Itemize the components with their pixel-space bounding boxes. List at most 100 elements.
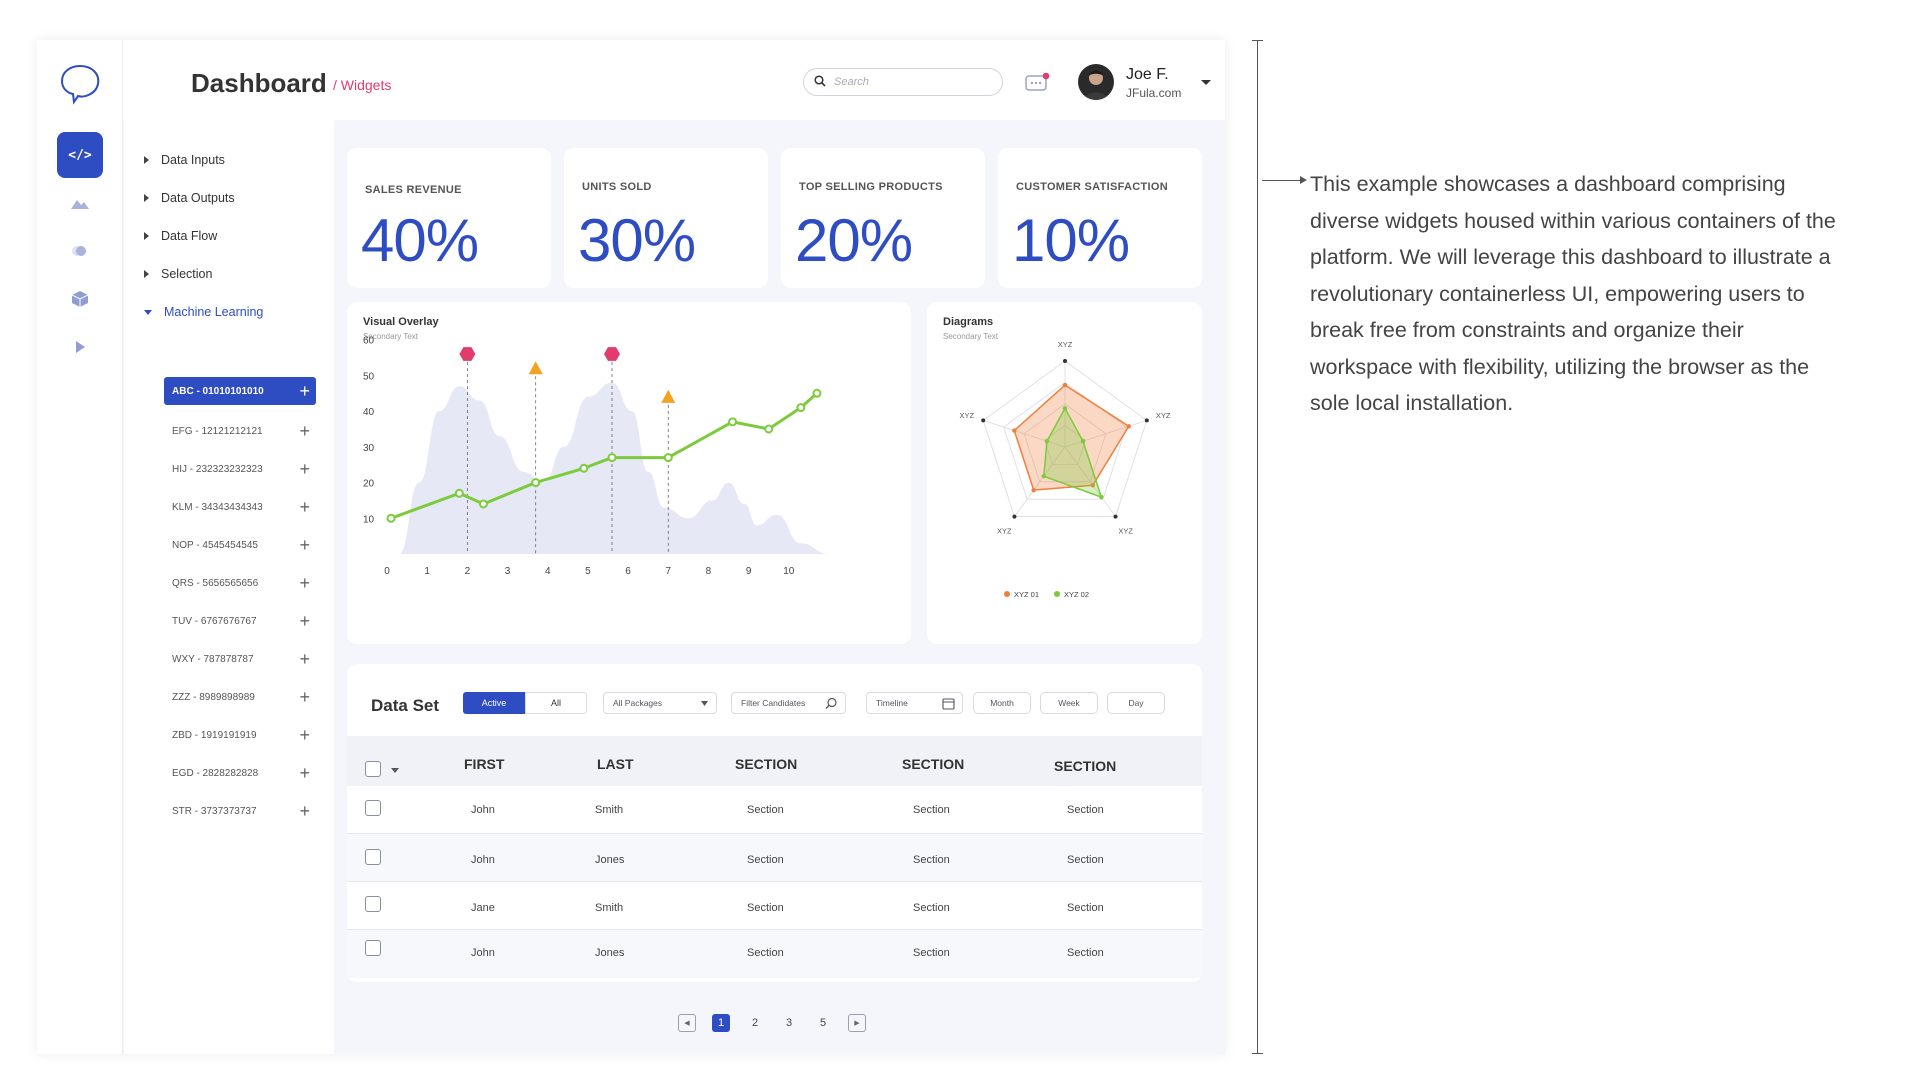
tree-item-selection[interactable]: Selection (144, 264, 212, 284)
caret-right-icon (144, 194, 149, 202)
tree-item-machine-learning[interactable]: Machine Learning (144, 302, 263, 322)
cell-section: Section (747, 804, 784, 816)
column-header-last[interactable]: LAST (597, 756, 634, 772)
card-title: Diagrams (943, 316, 994, 328)
sub-item-abc[interactable]: ABC - 01010101010 + (164, 377, 316, 405)
plus-icon[interactable]: + (299, 763, 310, 783)
sub-item-label: QRS - 5656565656 (172, 577, 259, 589)
chevron-down-icon[interactable] (1201, 80, 1211, 85)
column-header-first[interactable]: FIRST (464, 756, 505, 772)
play-icon[interactable] (57, 324, 103, 370)
chat-notification-icon[interactable] (1025, 72, 1051, 94)
cell-first: John (471, 804, 495, 816)
row-checkbox[interactable] (365, 800, 381, 816)
column-header-section[interactable]: SECTION (1054, 758, 1117, 774)
cell-section: Section (747, 902, 784, 914)
toggle-icon[interactable] (57, 228, 103, 274)
sub-item[interactable]: KLM - 34343434343 + (164, 493, 316, 521)
table-row[interactable]: John Smith Section Section Section (347, 786, 1202, 834)
page-button-3[interactable]: 3 (785, 1017, 793, 1029)
icon-rail: </> (37, 40, 123, 1054)
sub-item[interactable]: TUV - 6767676767 + (164, 607, 316, 635)
tree-item-data-flow[interactable]: Data Flow (144, 226, 217, 246)
plus-icon[interactable]: + (299, 649, 310, 669)
plus-icon[interactable]: + (299, 497, 310, 517)
y-tick-label: 40 (363, 407, 375, 418)
kpi-value: 30% (578, 207, 696, 274)
cell-first: John (471, 854, 495, 866)
prev-page-button[interactable]: ◀ (678, 1014, 696, 1032)
table-header: FIRST LAST SECTION SECTION SECTION (347, 736, 1202, 786)
select-all-checkbox[interactable] (365, 761, 381, 777)
x-tick-label: 2 (465, 566, 471, 577)
table-row[interactable]: John Jones Section Section Section (347, 834, 1202, 882)
table-row[interactable]: Jane Smith Section Section Section (347, 882, 1202, 930)
data-point (531, 478, 541, 488)
filter-candidates-input[interactable]: Filter Candidates (731, 692, 846, 714)
calendar-icon (942, 698, 955, 710)
plus-icon[interactable]: + (299, 611, 310, 631)
month-button[interactable]: Month (973, 692, 1031, 714)
legend-swatch (1004, 591, 1010, 597)
column-header-section[interactable]: SECTION (735, 756, 798, 772)
tree-item-data-outputs[interactable]: Data Outputs (144, 188, 235, 208)
radar-axis-dot (1063, 359, 1067, 363)
plus-icon[interactable]: + (299, 725, 310, 745)
day-button[interactable]: Day (1107, 692, 1165, 714)
radar-data-point (1062, 382, 1068, 388)
sub-item[interactable]: HIJ - 232323232323 + (164, 455, 316, 483)
breadcrumb[interactable]: / Widgets (333, 77, 392, 93)
background-area (399, 382, 829, 554)
code-icon[interactable]: </> (57, 132, 103, 178)
plus-icon[interactable]: + (299, 801, 310, 821)
sub-item[interactable]: QRS - 5656565656 + (164, 569, 316, 597)
legend-swatch (1054, 591, 1060, 597)
sub-item[interactable]: STR - 3737373737 + (164, 797, 316, 825)
row-checkbox[interactable] (365, 849, 381, 865)
dataset-card: Data Set Active All All Packages Filter … (347, 664, 1202, 982)
tab-all[interactable]: All (525, 692, 587, 714)
plus-icon[interactable]: + (299, 421, 310, 441)
brain-logo-icon[interactable] (56, 60, 104, 108)
table-row[interactable]: John Jones Section Section Section (347, 930, 1202, 978)
cell-section: Section (913, 902, 950, 914)
data-point (764, 424, 774, 434)
page-button-5[interactable]: 5 (819, 1017, 827, 1029)
plus-icon[interactable]: + (299, 573, 310, 593)
radar-grid-ring (1023, 403, 1107, 483)
sub-item-label: KLM - 34343434343 (172, 501, 263, 513)
row-checkbox[interactable] (365, 940, 381, 956)
search-input[interactable]: Search (803, 68, 1003, 96)
plus-icon[interactable]: + (299, 687, 310, 707)
page-button-2[interactable]: 2 (751, 1017, 759, 1029)
avatar[interactable] (1078, 64, 1114, 100)
sub-item[interactable]: ZZZ - 8989898989 + (164, 683, 316, 711)
cube-icon[interactable] (57, 276, 103, 322)
page-button-1[interactable]: 1 (712, 1014, 730, 1032)
plus-icon[interactable]: + (299, 535, 310, 555)
row-checkbox[interactable] (365, 896, 381, 912)
plus-icon[interactable]: + (299, 459, 310, 479)
radar-series-area (1042, 406, 1103, 499)
cell-last: Jones (595, 947, 625, 959)
week-button[interactable]: Week (1040, 692, 1098, 714)
sub-item[interactable]: WXY - 787878787 + (164, 645, 316, 673)
plus-icon[interactable]: + (299, 381, 310, 401)
x-tick-label: 4 (545, 566, 551, 577)
sub-item[interactable]: NOP - 4545454545 + (164, 531, 316, 559)
chevron-down-icon[interactable] (391, 768, 399, 773)
sub-item[interactable]: EGD - 2828282828 + (164, 759, 316, 787)
tree-item-label: Machine Learning (164, 305, 264, 319)
sub-item[interactable]: EFG - 12121212121 + (164, 417, 316, 445)
next-page-button[interactable]: ▶ (848, 1014, 866, 1032)
column-header-section[interactable]: SECTION (902, 756, 965, 772)
mountain-icon[interactable] (57, 180, 103, 226)
sub-item[interactable]: ZBD - 1919191919 + (164, 721, 316, 749)
legend-label: XYZ 02 (1064, 590, 1089, 599)
tree-item-data-inputs[interactable]: Data Inputs (144, 150, 225, 170)
tab-active[interactable]: Active (463, 692, 525, 714)
timeline-picker[interactable]: Timeline (866, 692, 963, 714)
packages-dropdown[interactable]: All Packages (603, 692, 717, 714)
caret-down-icon (144, 309, 152, 315)
data-point (454, 488, 464, 498)
